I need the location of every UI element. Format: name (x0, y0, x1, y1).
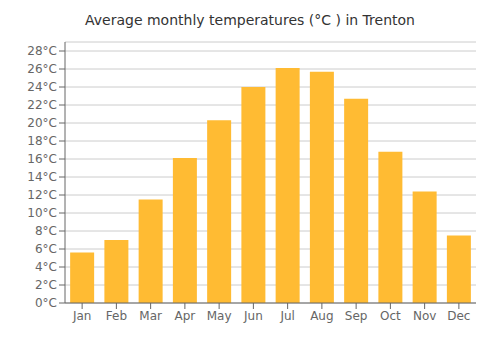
svg-text:Feb: Feb (106, 309, 127, 323)
svg-text:2°C: 2°C (35, 278, 57, 292)
svg-text:Jan: Jan (72, 309, 92, 323)
svg-text:26°C: 26°C (27, 62, 57, 76)
svg-text:24°C: 24°C (27, 80, 57, 94)
svg-text:Dec: Dec (447, 309, 470, 323)
svg-text:Oct: Oct (380, 309, 401, 323)
svg-text:12°C: 12°C (27, 188, 57, 202)
svg-text:May: May (207, 309, 232, 323)
svg-text:0°C: 0°C (35, 296, 57, 310)
svg-text:20°C: 20°C (27, 116, 57, 130)
svg-text:Jul: Jul (279, 309, 294, 323)
svg-text:Apr: Apr (174, 309, 195, 323)
svg-text:16°C: 16°C (27, 152, 57, 166)
svg-text:22°C: 22°C (27, 98, 57, 112)
svg-text:Aug: Aug (310, 309, 333, 323)
svg-text:Nov: Nov (413, 309, 436, 323)
svg-text:8°C: 8°C (35, 224, 57, 238)
svg-text:Sep: Sep (345, 309, 368, 323)
svg-text:6°C: 6°C (35, 242, 57, 256)
svg-text:Mar: Mar (139, 309, 162, 323)
svg-text:Jun: Jun (243, 309, 263, 323)
svg-text:10°C: 10°C (27, 206, 57, 220)
html-text:Average monthly temperatures (: Average monthly temperatures (°C ) in Tr… (85, 12, 415, 28)
svg-text:28°C: 28°C (27, 44, 57, 58)
svg-text:14°C: 14°C (27, 170, 57, 184)
svg-text:18°C: 18°C (27, 134, 57, 148)
svg-text:4°C: 4°C (35, 260, 57, 274)
